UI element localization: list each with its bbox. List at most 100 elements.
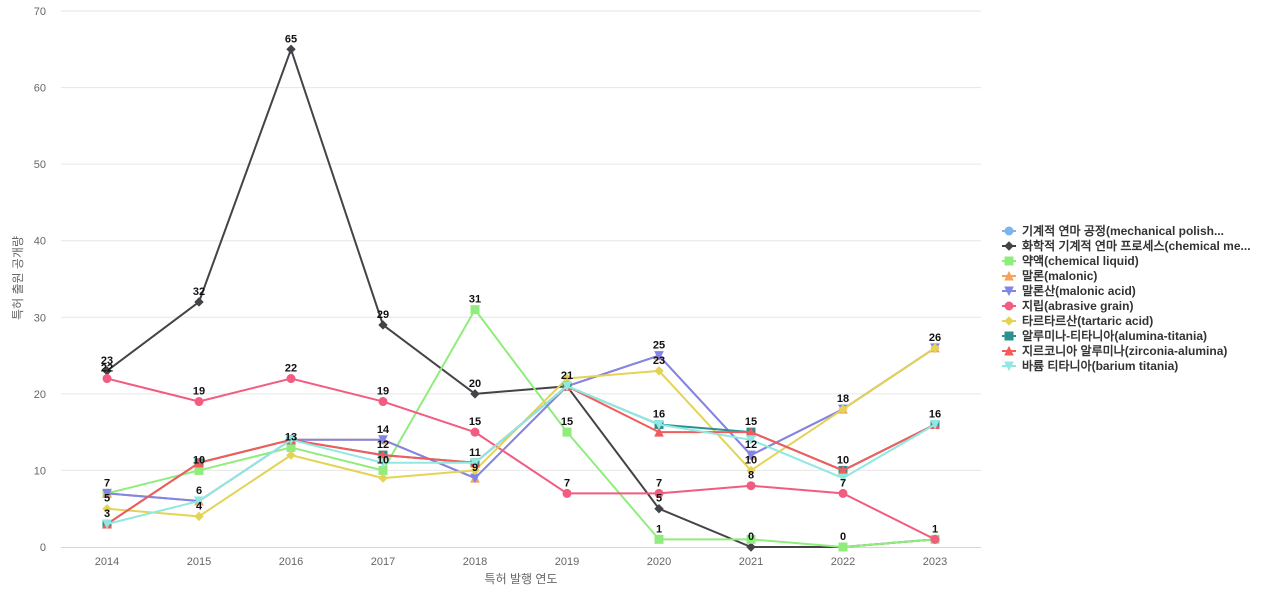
data-point	[562, 488, 572, 498]
data-point	[470, 458, 480, 468]
data-point	[102, 519, 112, 530]
x-axis-title: 특허 발행 연도	[485, 571, 558, 586]
data-label: 11	[469, 447, 481, 459]
y-tick-label: 70	[34, 6, 46, 18]
series-6	[102, 374, 940, 544]
series-line	[106, 385, 936, 525]
x-tick-label: 2023	[923, 556, 947, 568]
data-point	[194, 496, 204, 507]
data-label: 16	[653, 408, 665, 420]
series-line	[106, 48, 936, 548]
legend-marker	[1004, 361, 1014, 372]
legend-item[interactable]: 타르타르산(tartaric acid)	[1002, 313, 1153, 328]
data-label: 10	[837, 454, 849, 466]
data-label: 15	[469, 416, 481, 428]
series-9	[102, 381, 940, 529]
legend-marker	[1004, 226, 1014, 236]
data-label: 13	[285, 431, 297, 443]
legend-label: 타르타르산(tartaric acid)	[1022, 313, 1153, 328]
data-label: 23	[101, 355, 113, 367]
data-label: 7	[104, 477, 110, 489]
data-point	[746, 465, 756, 476]
legend-label: 바륨 티타니아(barium titania)	[1022, 358, 1178, 373]
legend-label: 기계적 연마 공정(mechanical polish...	[1022, 223, 1224, 238]
data-label: 10	[745, 454, 757, 466]
legend-label: 말론(malonic)	[1022, 268, 1097, 283]
data-point	[654, 488, 664, 498]
x-tick-label: 2016	[279, 556, 303, 568]
data-point	[378, 458, 388, 468]
legend-label: 말론산(malonic acid)	[1022, 283, 1136, 298]
data-label: 25	[653, 340, 665, 352]
data-point	[378, 435, 388, 445]
data-point	[194, 465, 204, 475]
data-label: 29	[377, 309, 389, 321]
y-tick-label: 20	[34, 389, 46, 401]
legend-marker	[1004, 331, 1014, 341]
legend-marker	[1004, 345, 1014, 356]
data-label: 20	[469, 378, 481, 390]
data-point	[654, 351, 664, 361]
data-point	[930, 419, 940, 430]
x-axis-ticks: 2014 2015 2016 2017 2018 2019 2020 2021 2022 2023	[95, 556, 947, 568]
y-tick-label: 40	[34, 236, 46, 248]
data-label: 12	[377, 439, 389, 451]
data-label: 22	[101, 363, 113, 375]
data-point	[654, 504, 664, 514]
data-point	[102, 374, 112, 384]
legend-item[interactable]: 지립(abrasive grain)	[1002, 298, 1133, 313]
data-label: 19	[377, 386, 389, 398]
legend-item[interactable]: 기계적 연마 공정(mechanical polish...	[1002, 223, 1224, 238]
legend-marker	[1004, 301, 1014, 311]
data-point	[470, 427, 480, 437]
legend-item[interactable]: 말론(malonic)	[1002, 268, 1097, 283]
x-tick-label: 2022	[831, 556, 855, 568]
data-label: 10	[193, 454, 205, 466]
data-point	[746, 450, 756, 461]
data-point	[838, 404, 848, 414]
x-tick-label: 2017	[371, 556, 395, 568]
legend-label: 알루미나-티타니아(alumina-titania)	[1022, 328, 1207, 343]
legend-item[interactable]: 약액(chemical liquid)	[1002, 253, 1139, 268]
data-label: 14	[377, 424, 390, 436]
data-label: 65	[285, 33, 297, 45]
data-label: 8	[748, 470, 754, 482]
x-tick-label: 2014	[95, 556, 119, 568]
data-label: 0	[748, 531, 754, 543]
legend-item[interactable]: 말론산(malonic acid)	[1002, 283, 1136, 298]
legend-label: 지립(abrasive grain)	[1022, 298, 1133, 313]
data-label: 15	[745, 416, 757, 428]
legend-item[interactable]: 화학적 기계적 연마 프로세스(chemical me...	[1002, 238, 1251, 253]
legend-marker	[1004, 286, 1014, 297]
x-tick-label: 2020	[647, 556, 671, 568]
data-point	[470, 305, 480, 315]
legend-item[interactable]: 지르코니아 알루미나(zirconia-alumina)	[1002, 343, 1227, 358]
data-label: 7	[564, 477, 570, 489]
y-tick-label: 50	[34, 159, 46, 171]
data-point	[102, 488, 112, 499]
data-point	[194, 297, 204, 307]
data-point	[562, 427, 572, 437]
data-label: 0	[840, 531, 846, 543]
data-label: 1	[656, 523, 662, 535]
legend: 기계적 연마 공정(mechanical polish...화학적 기계적 연마…	[1002, 223, 1251, 373]
data-label: 9	[472, 462, 478, 474]
data-label: 3	[104, 508, 110, 520]
y-axis-title: 특허 출원 공개량	[11, 236, 25, 320]
data-label: 19	[193, 386, 205, 398]
data-point	[194, 511, 204, 522]
data-label: 10	[377, 454, 389, 466]
legend-item[interactable]: 바륨 티타니아(barium titania)	[1002, 358, 1178, 373]
data-point	[378, 397, 388, 407]
data-label: 26	[929, 332, 941, 344]
legend-label: 약액(chemical liquid)	[1022, 253, 1139, 268]
data-point	[930, 343, 940, 353]
data-label: 15	[561, 416, 573, 428]
data-point	[838, 542, 848, 552]
data-label: 22	[285, 363, 297, 375]
series-lines	[102, 44, 940, 552]
legend-marker	[1004, 256, 1014, 266]
legend-item[interactable]: 알루미나-티타니아(alumina-titania)	[1002, 328, 1207, 343]
legend-marker	[1004, 270, 1014, 281]
